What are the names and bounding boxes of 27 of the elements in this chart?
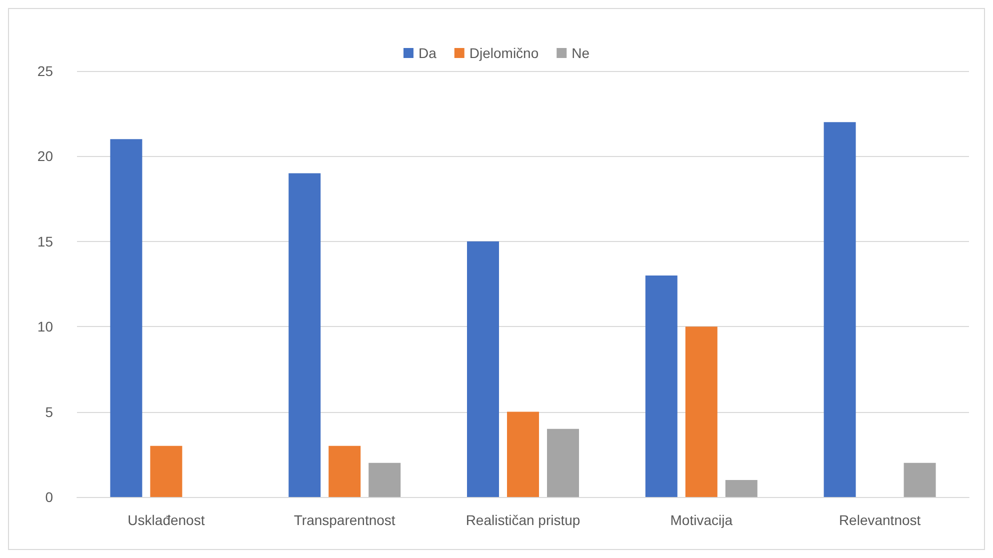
x-tick-label: Relevantnost [838, 512, 921, 528]
legend-label: Djelomično [469, 45, 539, 61]
x-tick-label: Motivacija [670, 512, 733, 528]
bar [150, 446, 182, 497]
y-tick-label: 10 [37, 318, 54, 335]
bar [645, 275, 678, 497]
x-tick-label: Realističan pristup [466, 512, 580, 528]
bar [824, 122, 856, 497]
bar [328, 446, 361, 497]
bar [467, 241, 499, 497]
bar [288, 173, 321, 497]
bar [725, 480, 758, 497]
y-tick-label: 20 [37, 148, 54, 164]
legend-label: Da [418, 45, 437, 61]
x-tick-label: Usklađenost [128, 512, 205, 528]
y-tick-label: 25 [37, 63, 54, 79]
x-tick-label: Transparentnost [294, 512, 396, 528]
bar [507, 412, 539, 497]
bar [368, 462, 401, 497]
y-tick-label: 15 [37, 233, 54, 250]
bar [904, 462, 936, 497]
bar [110, 139, 142, 497]
y-tick-label: 5 [45, 404, 54, 420]
bar [547, 428, 579, 497]
y-tick-label: 0 [45, 489, 54, 505]
legend-label: Ne [572, 45, 590, 61]
bar [685, 326, 718, 497]
